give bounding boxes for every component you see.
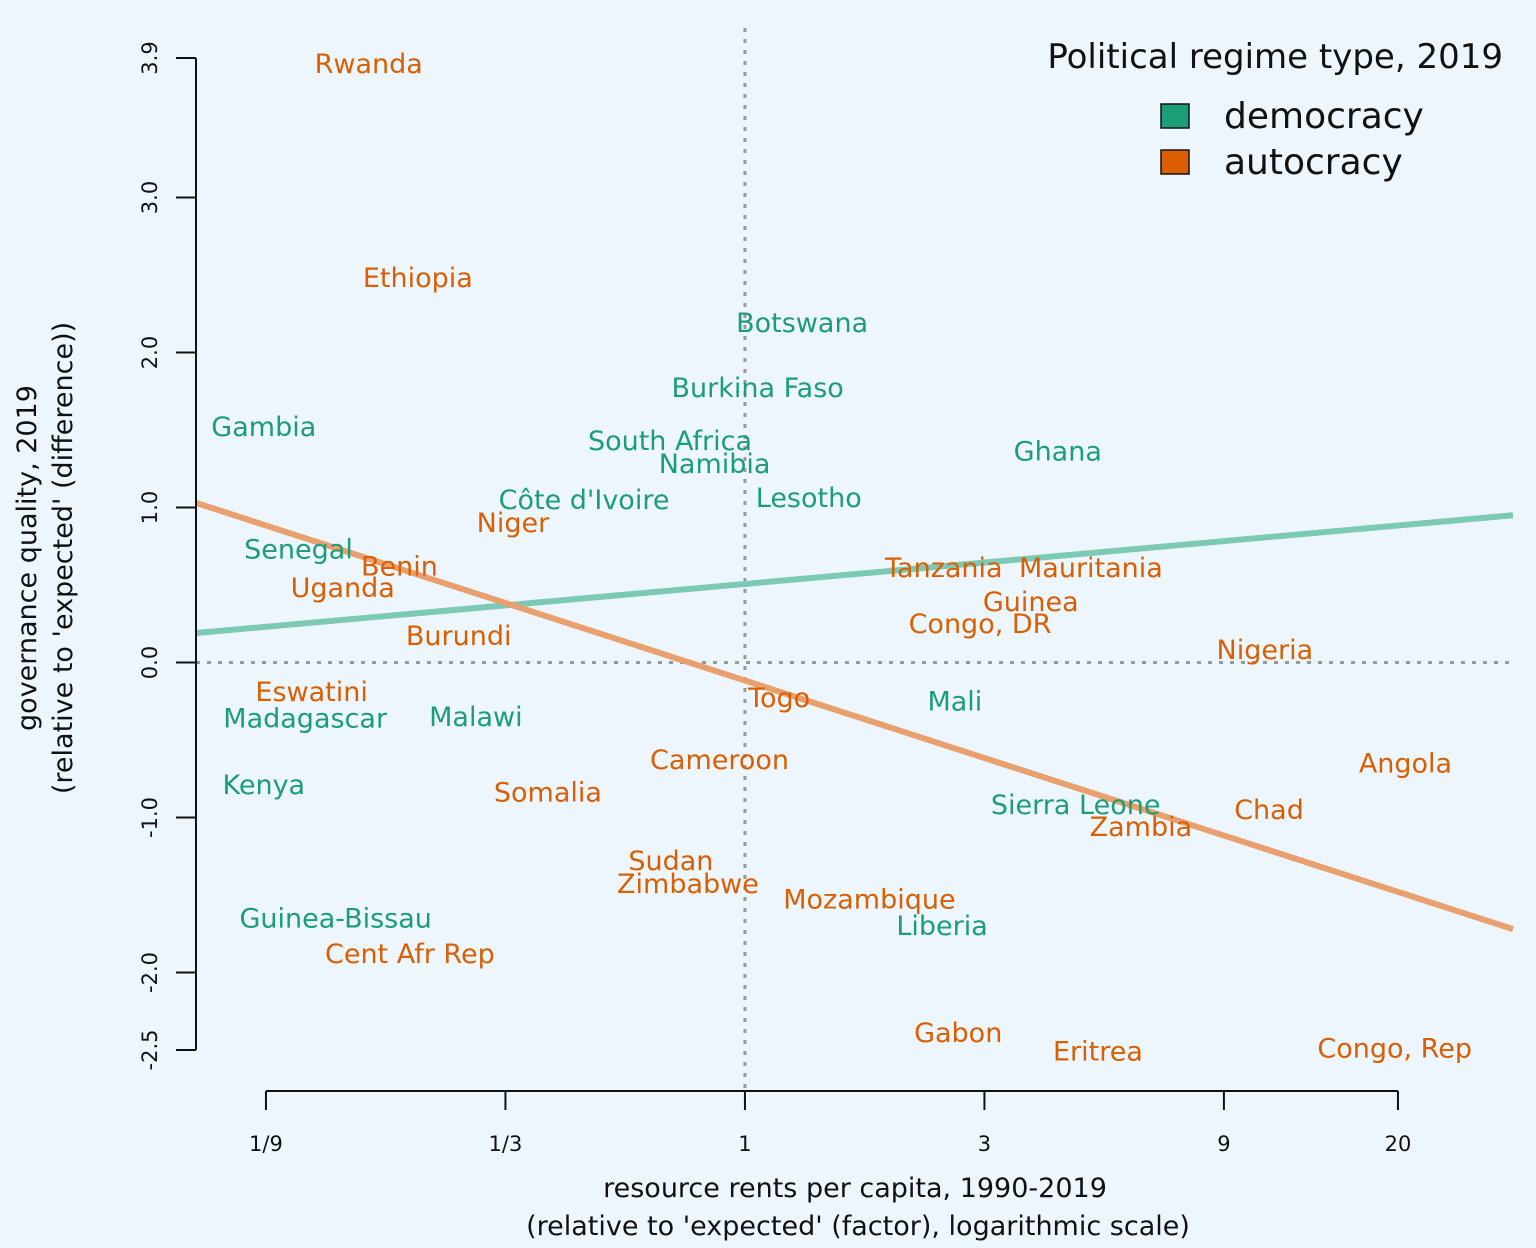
country-label: Cent Afr Rep [325,939,495,970]
y-tick-label: -2.5 [138,1030,162,1071]
country-label: Côte d'Ivoire [499,485,670,516]
y-tick-label: 2.0 [138,336,162,369]
x-axis-title: resource rents per capita, 1990-2019 (re… [526,1173,1190,1242]
country-label: Guinea [983,587,1079,618]
x-axis: 1/9 1/3 1 3 9 20 [249,1090,1412,1156]
country-label: Benin [361,551,438,582]
country-label: Chad [1234,795,1304,826]
legend-swatch-democracy [1160,103,1190,129]
country-label: Burundi [406,621,512,652]
legend-title: Political regime type, 2019 [1047,37,1503,77]
x-tick-label: 20 [1385,1132,1412,1156]
country-label: Eritrea [1053,1037,1143,1068]
legend: Political regime type, 2019 democracy au… [1047,37,1503,183]
country-label: Kenya [222,770,305,801]
country-label: Eswatini [255,677,367,708]
country-label: Botswana [736,308,868,339]
y-axis-title-line2: (relative to 'expected' (difference)) [48,322,79,794]
country-label: Lesotho [756,483,862,514]
fit-line-autocracy [195,499,1514,932]
legend-label-autocracy: autocracy [1224,142,1403,183]
country-label: Gabon [914,1018,1002,1049]
country-label: Sierra Leone [991,790,1161,821]
country-label: Somalia [494,778,602,809]
country-label: Sudan [628,846,713,877]
x-tick-label: 1 [738,1132,751,1156]
country-label: Mozambique [783,885,955,916]
country-label: Ethiopia [363,263,473,294]
x-tick-label: 1/9 [249,1132,283,1156]
country-labels: Rwanda Ethiopia Botswana Burkina Faso Gambia… [211,49,1472,1067]
country-label: Congo, Rep [1317,1033,1472,1064]
x-tick-label: 3 [978,1132,991,1156]
y-tick-label: 1.0 [138,491,162,524]
country-label: Congo, DR [909,609,1052,640]
country-label: Cameroon [650,745,789,776]
country-label: Rwanda [315,49,423,80]
country-label: Mali [927,686,982,717]
y-axis-title-line1: governance quality, 2019 [12,385,43,731]
country-label: Togo [747,683,810,714]
y-tick-label: 3.9 [138,41,162,74]
country-label: Nigeria [1217,635,1314,666]
y-tick-label: -1.0 [138,797,162,838]
country-label: Uganda [291,573,395,604]
country-label: Namibia [659,449,771,480]
country-label: Angola [1359,748,1452,779]
y-tick-label: -2.0 [138,952,162,993]
x-tick-label: 9 [1217,1132,1230,1156]
country-label: Madagascar [223,703,388,734]
fit-lines [195,499,1514,932]
x-tick-label: 1/3 [489,1132,523,1156]
country-label: Gambia [211,412,316,443]
country-label: South Africa [588,426,752,457]
country-label: Zambia [1090,812,1193,843]
country-label: Burkina Faso [671,373,843,404]
y-tick-label: 0.0 [138,646,162,679]
reference-lines [196,28,1513,1091]
x-axis-title-line1: resource rents per capita, 1990-2019 [603,1173,1107,1204]
country-label: Guinea-Bissau [240,903,432,934]
country-label: Liberia [896,911,987,942]
legend-label-democracy: democracy [1224,96,1424,137]
y-axis: 3.9 3.0 2.0 1.0 0.0 -1.0 -2.0 -2.5 [138,41,197,1071]
country-label: Ghana [1014,437,1102,468]
x-axis-title-line2: (relative to 'expected' (factor), logari… [526,1211,1190,1242]
country-label: Senegal [244,534,353,565]
fit-line-democracy [195,512,1514,637]
y-axis-title: governance quality, 2019 (relative to 'e… [12,322,79,794]
country-label: Zimbabwe [617,869,759,900]
country-label: Tanzania [884,553,1003,584]
legend-swatch-autocracy [1160,149,1190,175]
country-label: Malawi [429,702,522,733]
country-label: Mauritania [1019,553,1163,584]
y-tick-label: 3.0 [138,181,162,214]
country-label: Niger [477,508,550,539]
